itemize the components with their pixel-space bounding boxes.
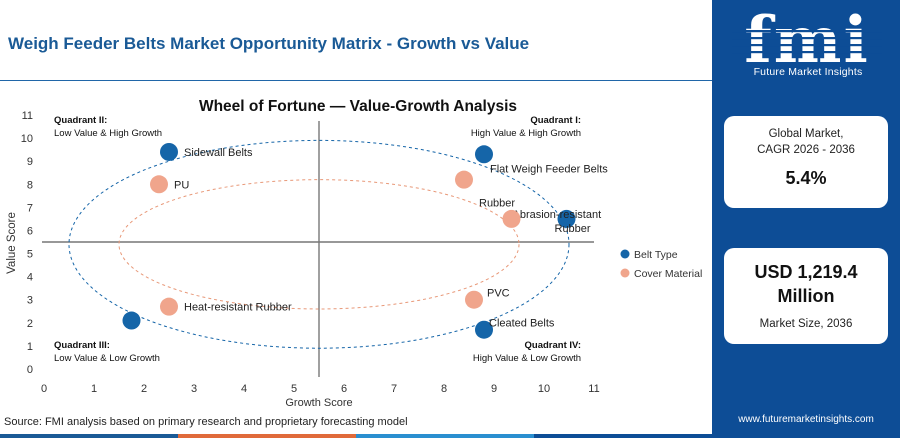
x-tick-label: 7: [391, 383, 397, 395]
quadrant-III-title: Quadrant III:: [54, 340, 110, 351]
legend-swatch: [620, 249, 630, 259]
y-tick-label: 11: [22, 110, 33, 122]
y-tick-label: 9: [27, 156, 33, 168]
quadrant-labels: Quadrant I: High Value & High Growth Quadr…: [54, 115, 581, 364]
x-tick-label: 8: [441, 383, 447, 395]
x-tick-label: 1: [91, 383, 97, 395]
chart-marks: Sidewall Belts Flat Weigh Feeder Belts Abr…: [122, 142, 608, 339]
quadrant-IV-subtitle: High Value & Low Growth: [473, 353, 581, 364]
cagr-label-line2: CAGR 2026 - 2036: [757, 144, 855, 156]
market-size-value-line2: Million: [777, 286, 835, 306]
logo-subtitle: Future Market Insights: [753, 66, 863, 78]
scatter-point: [465, 290, 483, 309]
market-size-card: USD 1,219.4 Million Market Size, 2036: [724, 248, 888, 344]
scatter-point: [150, 175, 168, 194]
point-label: Heat-resistant Rubber: [184, 302, 292, 314]
quadrant-III-subtitle: Low Value & Low Growth: [54, 353, 160, 364]
fmi-logo: fmi: [732, 6, 882, 78]
x-tick-label: 11: [588, 383, 599, 395]
page-title: Weigh Feeder Belts Market Opportunity Ma…: [8, 34, 530, 53]
legend-label: Belt Type: [634, 249, 678, 261]
cagr-value: 5.4%: [785, 168, 827, 188]
y-tick-label: 2: [27, 318, 33, 330]
point-label-line: Rubber: [555, 223, 591, 235]
logo-stripes: [732, 30, 882, 54]
quadrant-I-subtitle: High Value & High Growth: [471, 128, 581, 139]
point-label: Cleated Belts: [489, 318, 555, 330]
inner-ring: [118, 179, 520, 310]
opportunity-matrix-chart: Wheel of Fortune — Value-Growth Analysis…: [6, 98, 702, 409]
quadrant-II-subtitle: Low Value & High Growth: [54, 128, 162, 139]
y-tick-label: 1: [27, 341, 33, 353]
x-tick-label: 5: [291, 383, 297, 395]
scatter-point: [475, 320, 493, 339]
scatter-point: [122, 311, 141, 330]
point-label: Flat Weigh Feeder Belts: [490, 163, 608, 175]
website-link[interactable]: www.futuremarketinsights.com: [738, 414, 874, 425]
y-tick-label: 3: [27, 295, 33, 307]
market-size-value-line1: USD 1,219.4: [754, 262, 858, 282]
cagr-card: Global Market, CAGR 2026 - 2036 5.4%: [724, 116, 888, 208]
scatter-point: [475, 145, 493, 164]
point-label: Rubber: [479, 198, 515, 210]
footer-bar-segment: [178, 434, 356, 438]
x-tick-label: 9: [491, 383, 497, 395]
legend-swatch: [620, 268, 630, 278]
chart-axes: 0 1 2 3 4 5 6 7 8 9 10 11 0 1 2 3 4 5 6 7 8 9 10 11: [21, 110, 600, 395]
x-tick-label: 2: [141, 383, 147, 395]
scatter-point: [160, 142, 178, 161]
footer-bar-segment: [356, 434, 534, 438]
x-tick-label: 6: [341, 383, 347, 395]
footer-bar-segment: [0, 434, 178, 438]
side-panel: [712, 0, 900, 438]
y-axis-label: Value Score: [6, 212, 18, 274]
point-label: PU: [174, 179, 189, 191]
scatter-point: [502, 209, 521, 228]
legend-label: Cover Material: [634, 268, 702, 280]
cagr-label-line1: Global Market,: [768, 128, 844, 140]
y-tick-label: 6: [27, 225, 33, 237]
quadrant-IV-title: Quadrant IV:: [525, 340, 581, 351]
y-tick-label: 10: [21, 133, 33, 145]
quadrant-II-title: Quadrant II:: [54, 115, 107, 126]
source-note: Source: FMI analysis based on primary re…: [4, 416, 408, 428]
outer-ring: [68, 139, 570, 349]
header-divider: [0, 80, 712, 81]
y-tick-label: 0: [27, 364, 33, 376]
chart-legend: Belt Type Cover Material: [620, 249, 702, 280]
x-axis-label: Growth Score: [285, 397, 352, 409]
x-tick-label: 10: [538, 383, 550, 395]
y-tick-label: 8: [27, 179, 33, 191]
footer-bar-segment: [534, 434, 712, 438]
point-label: Sidewall Belts: [184, 147, 253, 159]
y-tick-label: 5: [27, 249, 33, 261]
x-tick-label: 4: [241, 383, 247, 395]
point-label: PVC: [487, 288, 510, 300]
y-tick-label: 4: [27, 272, 33, 284]
x-tick-label: 0: [41, 383, 47, 395]
footer-color-bar: [0, 434, 712, 438]
y-tick-label: 7: [27, 202, 33, 214]
scatter-point: [557, 209, 576, 228]
chart-title: Wheel of Fortune — Value-Growth Analysis: [199, 98, 517, 115]
market-size-label: Market Size, 2036: [759, 318, 853, 330]
point-label-line: Abrasion-resistant: [513, 209, 602, 221]
logo-wordmark: fmi: [744, 6, 870, 78]
scatter-point: [455, 170, 473, 189]
quadrant-I-title: Quadrant I:: [530, 115, 581, 126]
scatter-point: [160, 297, 178, 316]
x-tick-label: 3: [191, 383, 197, 395]
chart-rings: [68, 139, 570, 349]
